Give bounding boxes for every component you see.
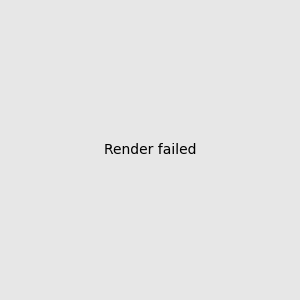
Text: Render failed: Render failed	[104, 143, 196, 157]
